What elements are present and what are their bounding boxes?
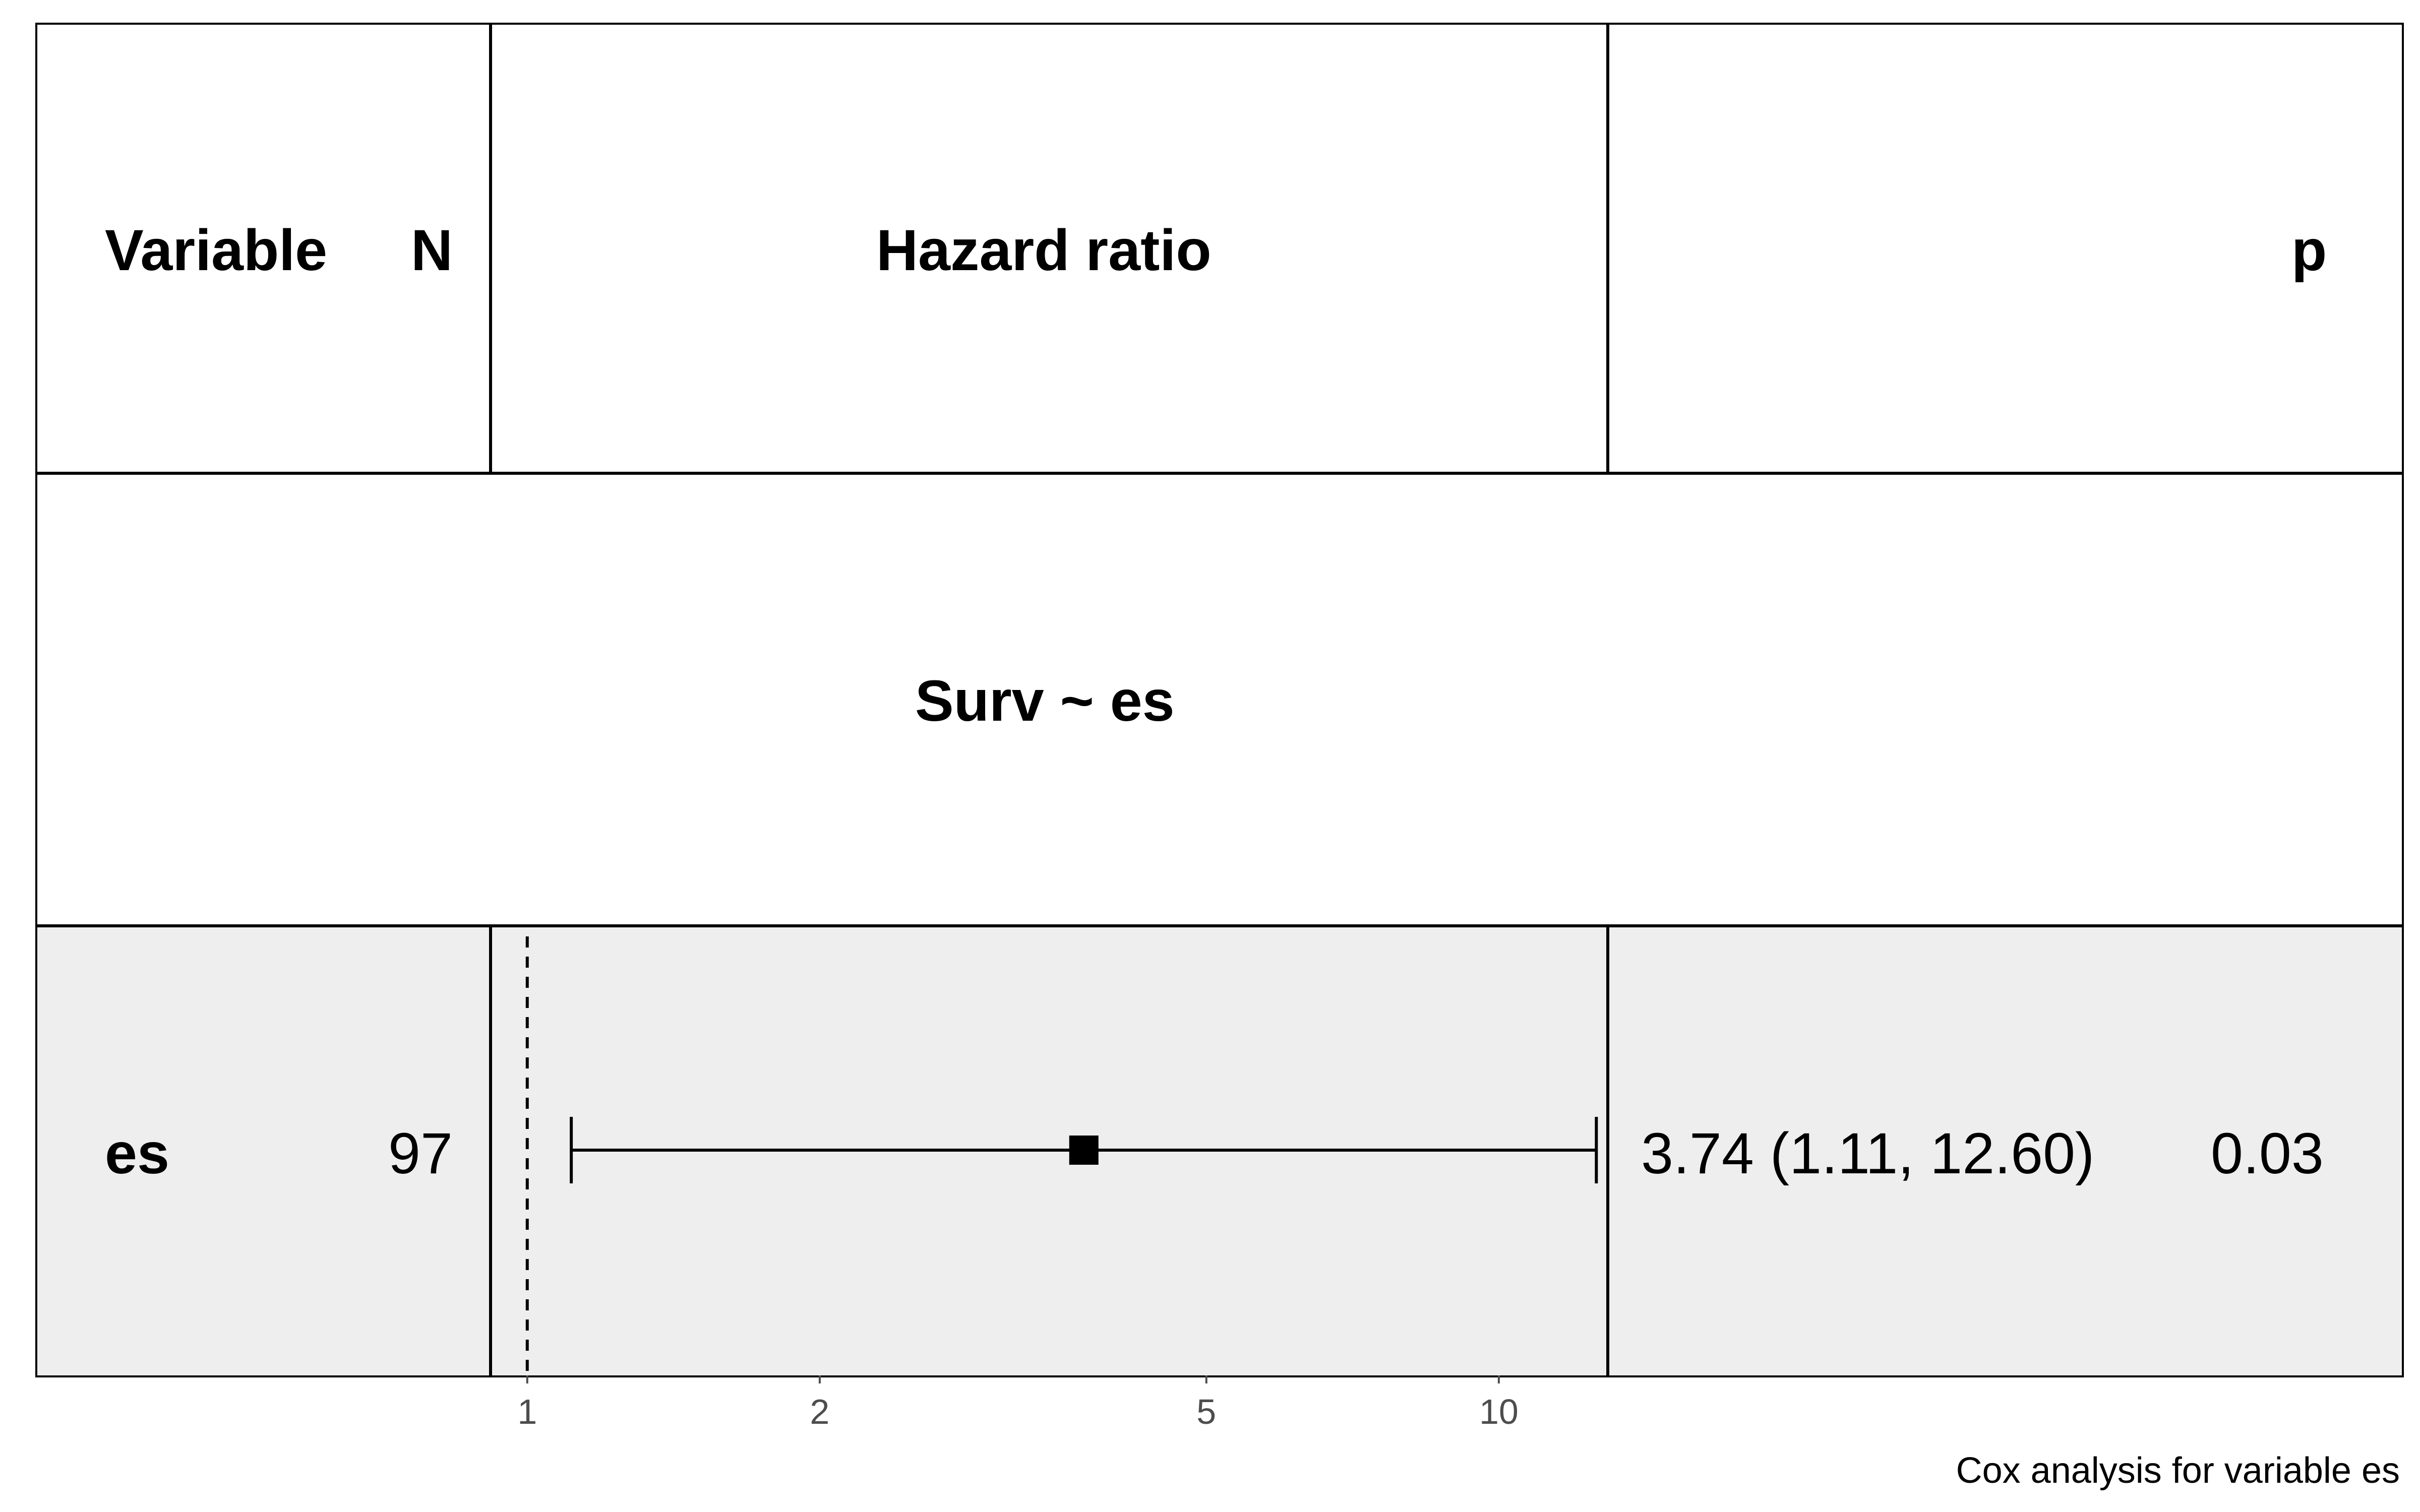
column-divider-right-bottom bbox=[1606, 924, 1609, 1375]
column-divider-right-top bbox=[1606, 23, 1609, 473]
table-frame bbox=[35, 23, 2404, 1377]
row-divider-top bbox=[35, 472, 2402, 475]
tick-label: 1 bbox=[517, 1392, 537, 1431]
row-divider-bottom bbox=[35, 924, 2402, 927]
model-formula: Surv ~ es bbox=[915, 669, 1175, 733]
row-n: 97 bbox=[388, 1121, 453, 1186]
estimate-es bbox=[570, 1117, 1598, 1183]
tick-label: 2 bbox=[810, 1392, 830, 1431]
header-p: p bbox=[2291, 218, 2327, 283]
tick-label: 10 bbox=[1479, 1392, 1519, 1431]
column-divider-left-top bbox=[489, 23, 492, 473]
header-hazard-ratio: Hazard ratio bbox=[876, 218, 1212, 283]
row-p: 0.03 bbox=[2211, 1121, 2324, 1186]
row-estimate-text: 3.74 (1.11, 12.60) bbox=[1641, 1121, 2095, 1186]
tick-label: 5 bbox=[1196, 1392, 1217, 1431]
column-divider-left-bottom bbox=[489, 924, 492, 1375]
row-variable: es bbox=[105, 1121, 169, 1186]
chart-caption: Cox analysis for variable es bbox=[1956, 1451, 2400, 1491]
header-variable: Variable bbox=[105, 218, 328, 283]
point-estimate bbox=[1069, 1136, 1099, 1165]
header-n: N bbox=[411, 218, 453, 283]
